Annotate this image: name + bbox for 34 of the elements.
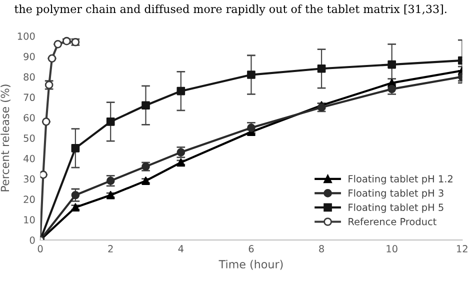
y-tick-label: 30 — [24, 175, 35, 183]
y-tick-label: 60 — [24, 114, 35, 122]
x-tick-label: 8 — [319, 245, 324, 252]
point — [142, 101, 150, 110]
point — [247, 124, 256, 132]
x-tick-label: 4 — [178, 245, 184, 252]
legend-label: Floating tablet pH 3 — [348, 189, 444, 199]
y-tick-label: 50 — [24, 134, 35, 142]
x-tick-label: 0 — [38, 245, 43, 252]
legend-label: Floating tablet pH 1.2 — [348, 174, 452, 184]
point — [176, 86, 186, 96]
y-tick-label: 80 — [24, 73, 35, 81]
x-tick-label: 2 — [108, 245, 113, 252]
y-tick-label: 70 — [24, 94, 35, 102]
point — [317, 64, 326, 73]
legend-label: Reference Product — [348, 218, 436, 226]
text: the polymer chain and diffused more rapidly out of the tablet matrix [31,33]. — [14, 4, 446, 16]
point — [106, 118, 115, 126]
y-axis-title: Percent release (%) — [0, 84, 10, 192]
y-tick-label: 10 — [24, 216, 35, 224]
point — [388, 60, 396, 69]
x-tick-label: 6 — [248, 245, 254, 252]
point — [247, 70, 256, 79]
y-tick-label: 0 — [30, 236, 35, 244]
y-tick-label: 40 — [24, 154, 35, 162]
legend-label: Floating tablet pH 5 — [348, 203, 444, 213]
x-axis-title: Time (hour) — [218, 260, 283, 270]
y-tick-label: 20 — [24, 196, 35, 204]
x-tick-label: 10 — [386, 245, 398, 252]
point — [71, 144, 80, 152]
point — [71, 190, 80, 200]
y-tick-label: 100 — [18, 32, 35, 40]
y-tick-label: 90 — [24, 52, 35, 60]
x-tick-label: 12 — [457, 245, 468, 252]
